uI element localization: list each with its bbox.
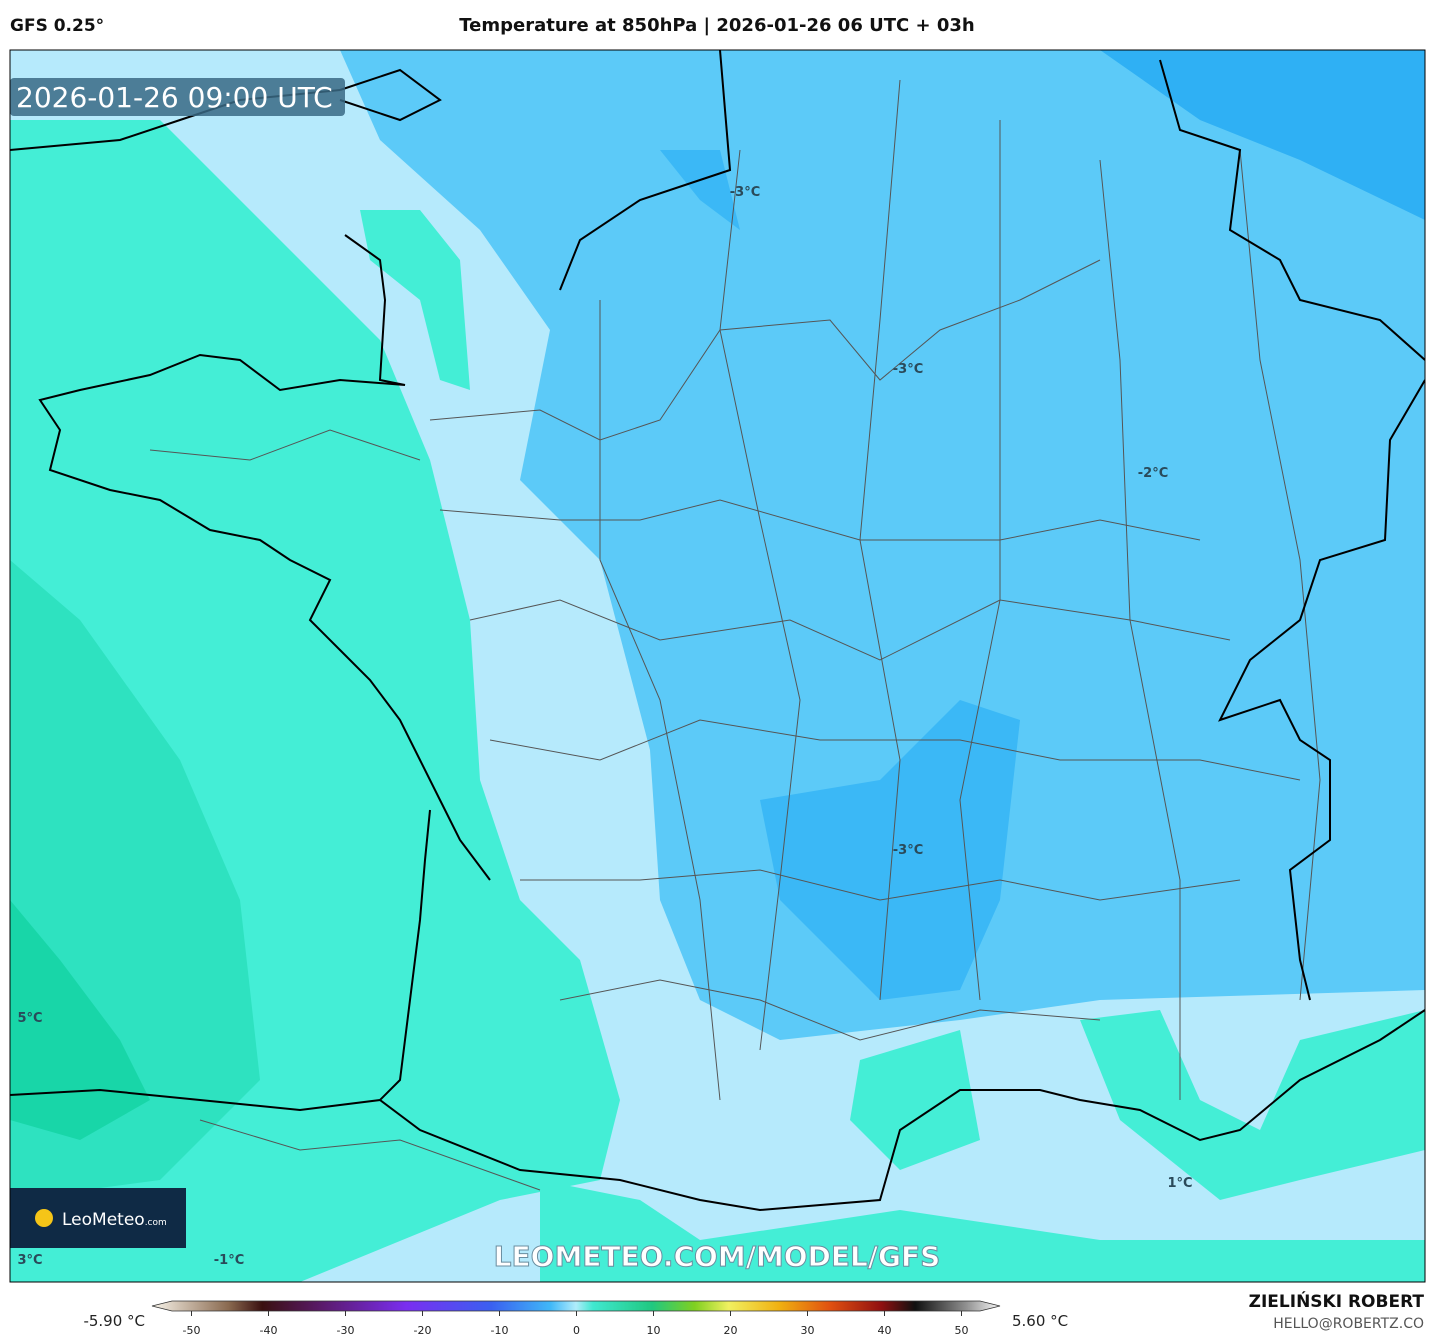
contour-label: -3°C: [730, 185, 760, 200]
contour-label: 5°C: [17, 1011, 42, 1026]
cold-patch: [760, 700, 1020, 1000]
contour-label: 3°C: [17, 1253, 42, 1268]
colorbar-tick-label: 10: [647, 1324, 661, 1337]
logo-sun: [35, 1209, 53, 1227]
max-label: 5.60 °C: [1012, 1312, 1068, 1330]
region-borders: [149, 79, 1321, 1191]
map: -3°C -3°C -3°C -2°C 5°C 1°C 3°C -1°C 202…: [10, 50, 1425, 1282]
colorbar-tick-label: 20: [724, 1324, 738, 1337]
colorbar-tick-label: 30: [801, 1324, 815, 1337]
timestamp-box: [10, 78, 345, 116]
contour-label: -1°C: [214, 1253, 244, 1268]
watermark: LEOMETEO.COM/MODEL/GFS: [494, 1240, 941, 1273]
logo: LeoMeteo.com: [62, 1210, 167, 1230]
map-frame: [9, 49, 1426, 1283]
cold-patch: [660, 150, 740, 230]
cold-patch: [1100, 50, 1425, 220]
colorbar: -5.90 °C 5.60 °C -50 -40 -30 -20 -10 0 10 20 30 4…: [83, 1300, 1068, 1337]
colorbar-tick-label: -50: [183, 1324, 201, 1337]
contour-label: 1°C: [1167, 1176, 1192, 1191]
colorbar-tick-label: -20: [414, 1324, 432, 1337]
warm-core: [10, 900, 150, 1140]
colorbar-tick-label: -40: [260, 1324, 278, 1337]
timestamp: 2026-01-26 09:00 UTC: [16, 81, 333, 114]
colorbar-tick-label: 0: [573, 1324, 580, 1337]
contour-label: -3°C: [893, 843, 923, 858]
colorbar-tick-label: -10: [491, 1324, 509, 1337]
min-label: -5.90 °C: [83, 1312, 145, 1330]
colorbar-scale: [151, 1300, 1001, 1312]
colorbar-tick-label: 40: [878, 1324, 892, 1337]
warm-zone: [540, 1180, 1425, 1282]
contour-label: -3°C: [893, 362, 923, 377]
warm-zone: [1080, 1010, 1425, 1200]
map-title: Temperature at 850hPa | 2026-01-26 06 UT…: [459, 15, 974, 36]
warm-zone: [850, 1030, 980, 1170]
colorbar-tick-label: 50: [955, 1324, 969, 1337]
colorbar-tick-label: -30: [337, 1324, 355, 1337]
contour-label: -2°C: [1138, 466, 1168, 481]
author-email: HELLO@ROBERTZ.CO: [1273, 1316, 1424, 1332]
model-label: GFS 0.25°: [10, 16, 104, 36]
author-name: ZIELIŃSKI ROBERT: [1249, 1290, 1425, 1312]
warm-zone: [360, 210, 470, 390]
